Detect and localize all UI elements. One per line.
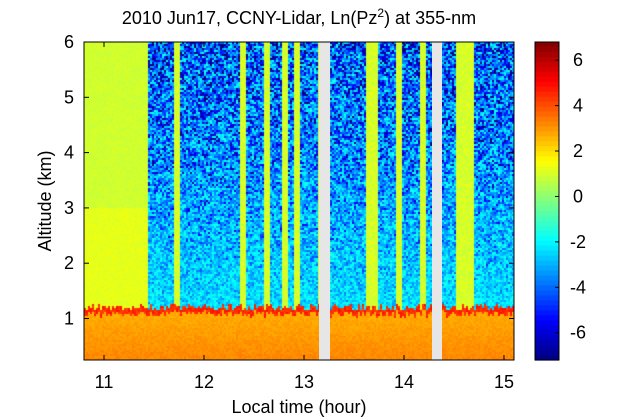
colorbar-swatch (535, 96, 559, 103)
x-tick-label: 13 (294, 372, 314, 392)
colorbar-swatch (535, 186, 559, 192)
colorbar-swatch (535, 42, 559, 48)
colorbar-tick-label: -4 (570, 277, 586, 297)
colorbar-swatch (535, 260, 559, 267)
colorbar-swatch (535, 61, 559, 68)
colorbar-swatch (535, 245, 559, 252)
colorbar-swatch (535, 71, 559, 78)
colorbar-tick-label: 0 (573, 186, 583, 206)
colorbar-tick-label: 4 (573, 96, 583, 116)
x-axis-label: Local time (hour) (231, 397, 366, 417)
colorbar-tick-label: 2 (573, 141, 583, 161)
plot-frame (83, 41, 515, 361)
colorbar-frame (534, 41, 560, 361)
data-gap-2 (432, 42, 442, 360)
colorbar-swatch (535, 335, 559, 341)
colorbar-swatch (535, 166, 559, 172)
colorbar-swatch (535, 220, 559, 227)
colorbar-swatch (535, 171, 559, 177)
colorbar-swatch (535, 295, 559, 301)
y-tick-label: 1 (64, 309, 74, 329)
colorbar-swatch (535, 131, 559, 138)
colorbar-swatch (535, 156, 559, 162)
colorbar-swatch (535, 176, 559, 182)
colorbar-swatch (535, 116, 559, 123)
colorbar-swatch (535, 280, 559, 287)
y-axis-label: Altitude (km) (35, 150, 55, 251)
heatmap-layer (84, 42, 514, 360)
colorbar-swatch (535, 235, 559, 242)
colorbar-swatch (535, 76, 559, 83)
colorbar-swatch (535, 225, 559, 232)
data-gaps (319, 42, 442, 360)
colorbar-swatch (535, 325, 559, 331)
colorbar-swatch (535, 215, 559, 222)
y-tick-label: 4 (64, 143, 74, 163)
colorbar-swatch (535, 126, 559, 133)
colorbar-swatch (535, 101, 559, 108)
colorbar-swatch (535, 86, 559, 93)
colorbar-swatch (535, 230, 559, 237)
colorbar-tick-label: -6 (570, 323, 586, 343)
x-tick-label: 11 (95, 372, 114, 392)
y-tick-label: 6 (64, 32, 74, 52)
x-tick-label: 14 (394, 372, 414, 392)
heatmap-image (84, 42, 514, 360)
colorbar-swatch (535, 250, 559, 257)
colorbar-ticks: 6 4 2 0 -2 -4 -6 (555, 50, 586, 343)
colorbar-swatch (535, 270, 559, 277)
colorbar-swatch (535, 121, 559, 128)
colorbar-swatch (535, 320, 559, 326)
colorbar-swatch (535, 330, 559, 336)
colorbar-swatch (535, 285, 559, 292)
x-tick-label: 15 (494, 372, 514, 392)
colorbar-swatch (535, 315, 559, 321)
colorbar-swatch (535, 345, 559, 351)
colorbar-swatch (535, 300, 559, 306)
colorbar-fill (535, 42, 559, 361)
y-tick-label: 2 (64, 253, 74, 273)
colorbar-swatch (535, 196, 559, 202)
colorbar-swatch (535, 205, 559, 212)
colorbar-swatch (535, 275, 559, 282)
y-tick-label: 3 (64, 198, 74, 218)
colorbar-swatch (535, 66, 559, 73)
chart-title: 2010 Jun17, CCNY-Lidar, Ln(Pz2) at 355-n… (122, 6, 476, 28)
colorbar-tick-label: -2 (570, 232, 586, 252)
colorbar-tick-label: 6 (573, 50, 583, 70)
colorbar-swatch (535, 265, 559, 272)
colorbar-swatch (535, 56, 559, 63)
colorbar-swatch (535, 191, 559, 197)
y-axis: 1 2 3 4 5 6 (64, 32, 514, 329)
x-axis: 11 12 13 14 15 (95, 42, 514, 392)
colorbar-swatch (535, 161, 559, 167)
colorbar-swatch (535, 310, 559, 316)
colorbar-swatch (535, 350, 559, 356)
colorbar-swatch (535, 151, 559, 157)
colorbar-swatch (535, 210, 559, 217)
colorbar-swatch (535, 201, 559, 207)
colorbar-swatch (535, 81, 559, 88)
y-tick-label: 5 (64, 87, 74, 107)
colorbar-swatch (535, 141, 559, 147)
colorbar: 6 4 2 0 -2 -4 -6 (534, 41, 586, 361)
colorbar-swatch (535, 136, 559, 142)
colorbar-swatch (535, 355, 559, 361)
colorbar-swatch (535, 290, 559, 297)
data-gap-1 (319, 42, 330, 360)
colorbar-swatch (535, 51, 559, 58)
colorbar-swatch (535, 305, 559, 311)
x-tick-label: 12 (194, 372, 214, 392)
colorbar-swatch (535, 181, 559, 187)
colorbar-swatch (535, 46, 559, 53)
colorbar-swatch (535, 340, 559, 346)
plot-area (83, 41, 515, 361)
colorbar-swatch (535, 106, 559, 113)
colorbar-swatch (535, 240, 559, 247)
colorbar-swatch (535, 91, 559, 98)
colorbar-swatch (535, 111, 559, 118)
colorbar-swatch (535, 255, 559, 262)
colorbar-swatch (535, 146, 559, 152)
